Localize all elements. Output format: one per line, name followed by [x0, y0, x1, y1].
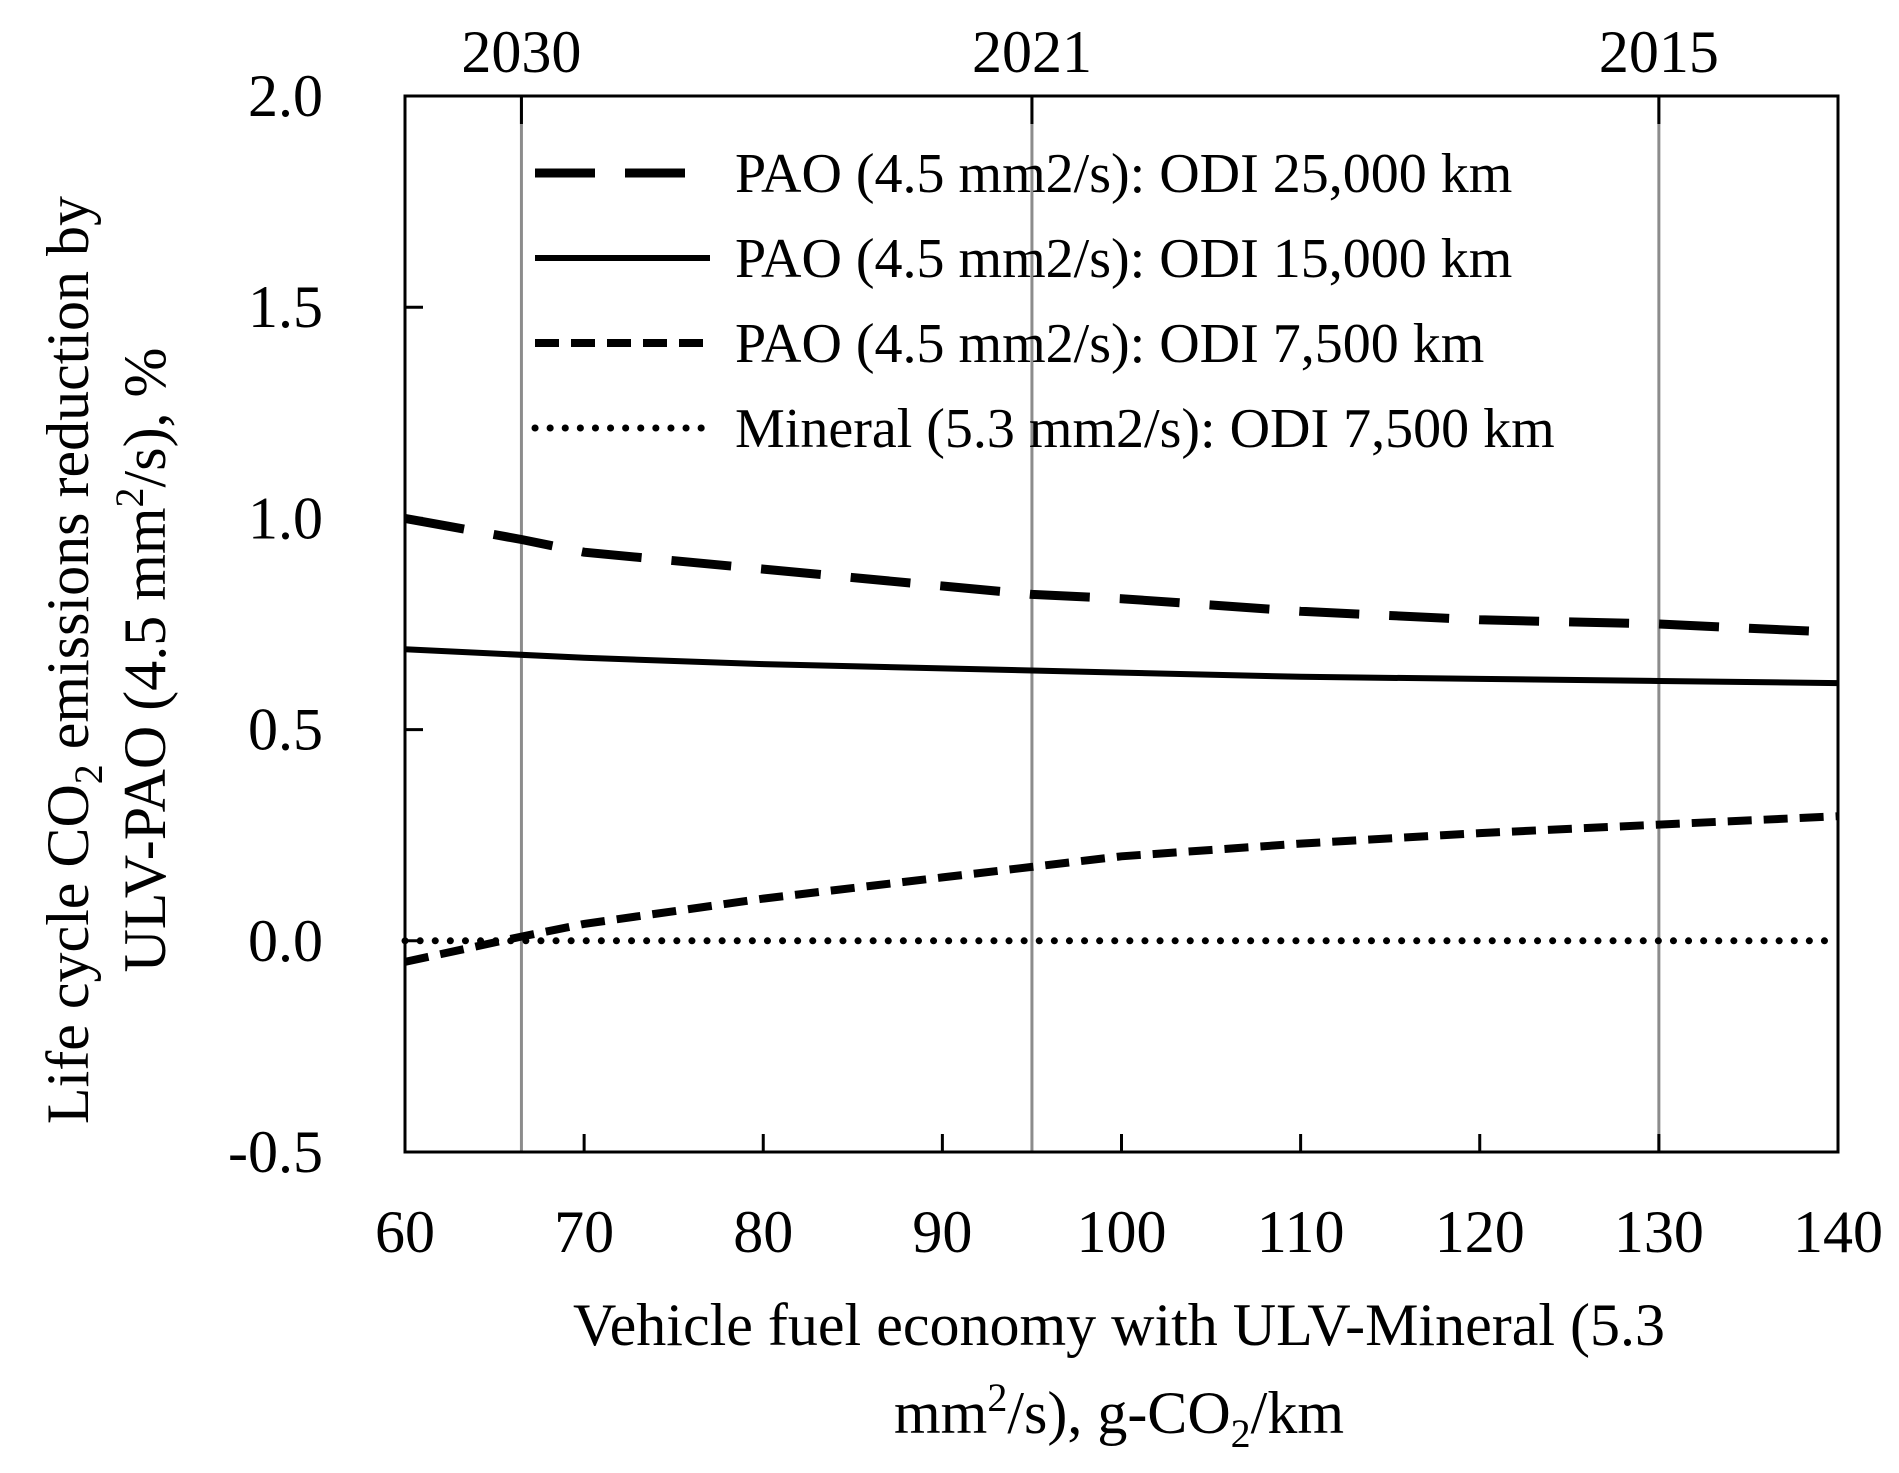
y-tick-label-1: 1.0	[248, 485, 323, 551]
y-axis-title-line1: Life cycle CO2 emissions reduction by	[35, 196, 111, 1124]
legend-label-1: PAO (4.5 mm2/s): ODI 25,000 km	[735, 143, 1512, 205]
series-line-3	[404, 812, 1839, 966]
x-tick-label-120: 120	[1435, 1199, 1525, 1265]
x-tick-label-70: 70	[554, 1199, 614, 1265]
x-tick-label-100: 100	[1077, 1199, 1167, 1265]
y-tick-label-2: 2.0	[248, 63, 323, 129]
tick-labels: 60 70 80 90 100 110 120 130 140 -0.5 0.0 0.5 1.0 1.5 2…	[228, 63, 1883, 1265]
y-tick-label--0.5: -0.5	[228, 1119, 323, 1185]
x-axis-title-line1: Vehicle fuel economy with ULV-Mineral (5…	[573, 1292, 1665, 1358]
axis-ticks	[403, 94, 1840, 1154]
y-tick-label-1.5: 1.5	[248, 274, 323, 340]
series-line-2	[404, 646, 1839, 687]
top-axis-label-2015: 2015	[1599, 19, 1719, 85]
x-tick-label-130: 130	[1614, 1199, 1704, 1265]
legend-label-4: Mineral (5.3 mm2/s): ODI 7,500 km	[735, 398, 1555, 460]
top-axis-labels: 2030 2021 2015	[461, 19, 1718, 85]
series-lines	[401, 513, 1842, 966]
y-tick-label-0.5: 0.5	[248, 697, 323, 763]
legend-label-3: PAO (4.5 mm2/s): ODI 7,500 km	[735, 313, 1484, 375]
legend: PAO (4.5 mm2/s): ODI 25,000 km PAO (4.5 m…	[531, 143, 1555, 460]
y-axis-title-line2: ULV-PAO (4.5 mm2/s), %	[107, 347, 178, 972]
x-tick-label-90: 90	[912, 1199, 972, 1265]
x-tick-label-110: 110	[1257, 1199, 1345, 1265]
legend-label-2: PAO (4.5 mm2/s): ODI 15,000 km	[735, 228, 1512, 290]
x-tick-label-80: 80	[733, 1199, 793, 1265]
x-tick-label-140: 140	[1793, 1199, 1883, 1265]
y-tick-label-0: 0.0	[248, 908, 323, 974]
series-line-1	[404, 513, 1839, 637]
top-axis-label-2021: 2021	[972, 19, 1092, 85]
x-axis-title-line2: mm2/s), g-CO2/km	[894, 1375, 1344, 1456]
x-tick-label-60: 60	[375, 1199, 435, 1265]
top-axis-label-2030: 2030	[461, 19, 581, 85]
grid-lines	[519, 96, 1661, 1152]
